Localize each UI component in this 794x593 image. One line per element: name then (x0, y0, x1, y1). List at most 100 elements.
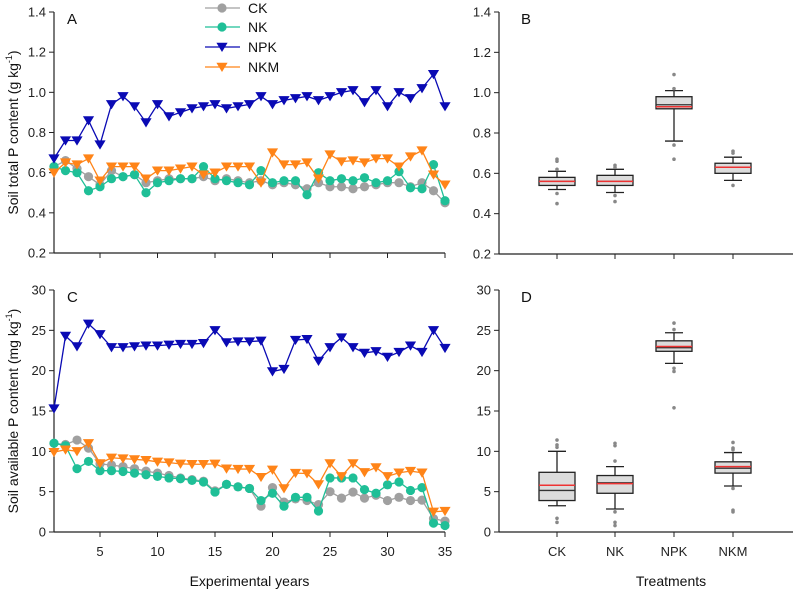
data-point-nkm (209, 459, 221, 469)
data-point-npk (289, 94, 302, 104)
outlier-point (555, 438, 559, 442)
data-point-npk (94, 330, 106, 340)
data-point-nkm (94, 459, 106, 469)
data-point-nk (118, 172, 128, 182)
data-point-nkm (220, 464, 233, 474)
data-point-npk (347, 86, 359, 96)
data-point-npk (174, 108, 187, 118)
panel-A-y-tick-label: 1.4 (28, 5, 46, 20)
panel-A-y-tick-label: 1.0 (28, 85, 46, 100)
data-point-npk (393, 88, 405, 98)
data-point-nkm (416, 146, 428, 156)
data-point-nk (313, 506, 324, 516)
legend-marker-triangle-icon (216, 42, 228, 53)
data-point-nkm (324, 150, 336, 160)
data-point-npk (358, 348, 371, 358)
series-nkm (48, 146, 451, 190)
data-point-npk (404, 341, 417, 351)
data-point-nk (371, 178, 381, 188)
data-point-npk (232, 337, 244, 347)
outlier-point (555, 516, 559, 521)
legend-item-nkm: NKM (205, 59, 279, 75)
data-point-nk (152, 471, 163, 481)
box-iqr (596, 174, 634, 187)
data-point-nk (60, 166, 71, 176)
outlier-point (672, 157, 676, 162)
outlier-point (613, 443, 617, 448)
panel-C-x-tick-label: 15 (208, 544, 222, 559)
data-point-nkm (393, 468, 405, 478)
data-point-npk (117, 92, 129, 102)
outlier-point (672, 143, 676, 147)
data-point-nkm (163, 166, 175, 176)
data-point-nk (371, 488, 381, 498)
data-point-nkm (255, 472, 267, 483)
box-iqr (714, 461, 752, 474)
box-npk (655, 72, 693, 162)
data-point-ck (313, 499, 324, 510)
outlier-point (613, 520, 617, 525)
box-iqr (596, 474, 634, 494)
box-ck (538, 157, 576, 206)
data-point-nkm (404, 152, 417, 162)
panel-C-x-tick-label: 30 (380, 544, 394, 559)
data-point-nkm (128, 455, 141, 465)
outlier-point (555, 445, 559, 450)
data-point-nkm (243, 162, 256, 172)
data-point-npk (186, 339, 198, 350)
outlier-point (731, 151, 735, 155)
panel-C-y-axis-title: Soil available P content (mg kg-1) (4, 309, 21, 514)
data-point-nk (428, 518, 439, 528)
panel-C: 0 5 10 15 20 25 30 5 10 15 20 25 30 35 C Soil available… (4, 283, 452, 590)
data-point-nkm (312, 174, 325, 184)
data-point-nk (359, 485, 370, 495)
data-point-nk (302, 492, 312, 502)
data-point-nkm (105, 162, 118, 172)
data-point-npk (163, 112, 175, 122)
data-point-npk (393, 347, 405, 358)
panel-B-y-tick-label: 1.0 (473, 85, 491, 100)
panel-B-y-tick-label: 0.6 (473, 166, 491, 181)
panel-B-y-tick-label: 0.8 (473, 126, 491, 141)
data-point-nk (210, 487, 220, 497)
data-point-nk (359, 173, 370, 183)
outlier-point (731, 486, 735, 491)
data-point-nkm (59, 445, 72, 455)
data-point-nkm (128, 162, 141, 172)
legend-label: NKM (248, 59, 279, 75)
panel-D: 0 5 10 15 20 25 30 CK NK NPK NKM D Treatments (477, 283, 793, 589)
data-point-npk (416, 84, 428, 94)
data-point-npk (197, 339, 210, 349)
panel-C-y-tick-label: 15 (32, 404, 46, 419)
data-point-npk (312, 96, 325, 106)
data-point-nkm (358, 158, 371, 168)
data-point-npk (439, 102, 451, 112)
data-point-ck (325, 487, 335, 497)
data-point-npk (370, 86, 382, 96)
outlier-point (555, 201, 559, 206)
panel-D-y-tick-label: 0 (484, 525, 491, 540)
data-point-nkm (48, 168, 60, 178)
panel-C-y-tick-label: 25 (32, 323, 46, 338)
data-point-npk (197, 102, 210, 112)
panel-D-y-tick-label: 20 (477, 363, 491, 378)
data-point-nk (233, 178, 243, 188)
data-point-nkm (439, 180, 451, 190)
data-point-nkm (174, 459, 187, 469)
data-point-nkm (335, 157, 348, 167)
data-point-nkm (427, 170, 440, 180)
data-point-nk (417, 184, 427, 194)
box-ck (538, 438, 576, 525)
panel-A-y-tick-label: 0.2 (28, 246, 46, 261)
data-point-nk (152, 178, 163, 188)
panel-C-x-tick-label: 25 (323, 544, 337, 559)
data-point-ck (417, 495, 427, 505)
data-point-nkm (220, 162, 233, 172)
data-point-nk (348, 176, 358, 186)
data-point-nk (164, 176, 174, 186)
box-nkm (714, 149, 752, 188)
outlier-point (613, 523, 617, 528)
outlier-point (731, 447, 735, 452)
panel-A-y-axis-title: Soil total P content (g kg-1) (4, 50, 21, 214)
series-nkm (48, 439, 451, 517)
